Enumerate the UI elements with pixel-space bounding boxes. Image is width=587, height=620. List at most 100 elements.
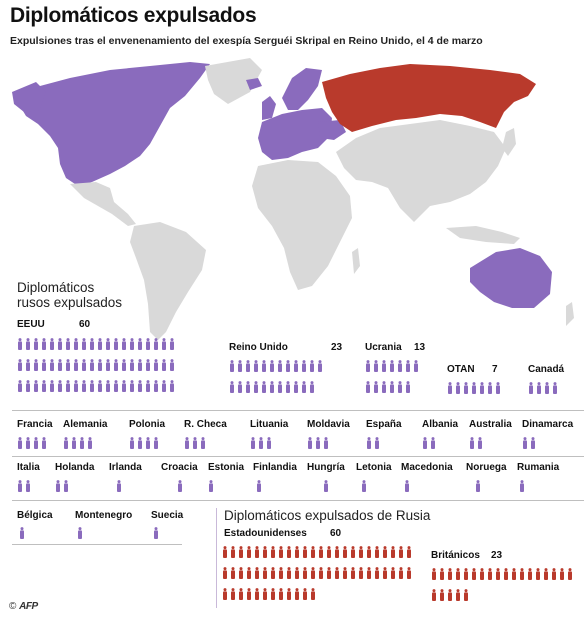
person-icon — [365, 360, 371, 372]
person-icon — [302, 546, 308, 558]
person-icon — [293, 360, 299, 372]
person-icon — [129, 380, 135, 392]
pictogram-row — [519, 480, 527, 492]
person-icon — [25, 338, 31, 350]
person-icon — [41, 437, 47, 449]
person-icon — [495, 568, 501, 580]
pictogram-row — [256, 480, 264, 492]
person-icon — [278, 546, 284, 558]
person-icon — [398, 567, 404, 579]
person-icon — [245, 360, 251, 372]
person-icon — [79, 437, 85, 449]
pictogram-row — [323, 480, 331, 492]
pictogram-row — [153, 527, 161, 539]
person-icon — [97, 338, 103, 350]
map-uk — [262, 96, 276, 120]
pictogram-row — [307, 437, 331, 449]
person-icon — [254, 546, 260, 558]
person-icon — [317, 360, 323, 372]
pictogram-row — [17, 437, 49, 449]
person-icon — [406, 546, 412, 558]
country-label: Croacia — [161, 462, 198, 473]
person-icon — [229, 360, 235, 372]
person-icon — [528, 382, 534, 394]
chart-subtitle: Expulsiones tras el envenenamiento del e… — [10, 35, 483, 47]
person-icon — [129, 359, 135, 371]
country-label: Francia — [17, 419, 53, 430]
person-icon — [374, 546, 380, 558]
person-icon — [269, 360, 275, 372]
pictogram-row — [361, 480, 369, 492]
expelled-label: Estadounidenses — [224, 528, 307, 539]
chart-title: Diplomáticos expulsados — [10, 4, 257, 27]
pictogram-row — [17, 480, 33, 492]
person-icon — [286, 567, 292, 579]
person-icon — [447, 568, 453, 580]
pictogram-row — [63, 437, 95, 449]
person-icon — [245, 381, 251, 393]
person-icon — [431, 589, 437, 601]
person-icon — [145, 359, 151, 371]
person-icon — [73, 359, 79, 371]
person-icon — [153, 338, 159, 350]
person-icon — [71, 437, 77, 449]
person-icon — [301, 360, 307, 372]
person-icon — [97, 359, 103, 371]
person-icon — [65, 338, 71, 350]
person-icon — [294, 567, 300, 579]
person-icon — [270, 546, 276, 558]
person-icon — [527, 568, 533, 580]
person-icon — [536, 382, 542, 394]
person-icon — [33, 359, 39, 371]
pictogram-row — [222, 546, 414, 558]
country-label: Rumania — [517, 462, 560, 473]
person-icon — [262, 567, 268, 579]
person-icon — [373, 381, 379, 393]
pictogram-row — [469, 437, 485, 449]
person-icon — [121, 359, 127, 371]
person-icon — [277, 360, 283, 372]
person-icon — [310, 567, 316, 579]
person-icon — [310, 546, 316, 558]
pictogram-row — [431, 589, 471, 601]
country-label: Montenegro — [75, 510, 133, 521]
pictogram-row — [229, 360, 325, 372]
person-icon — [97, 380, 103, 392]
country-label: EEUU — [17, 319, 45, 330]
person-icon — [551, 568, 557, 580]
person-icon — [487, 382, 493, 394]
person-icon — [137, 380, 143, 392]
person-icon — [405, 381, 411, 393]
person-icon — [398, 546, 404, 558]
pictogram-row — [229, 381, 317, 393]
person-icon — [285, 381, 291, 393]
person-icon — [25, 359, 31, 371]
person-icon — [358, 567, 364, 579]
map-south-america — [130, 222, 206, 340]
person-icon — [431, 568, 437, 580]
agency-logo: AFP — [19, 601, 38, 612]
pictogram-row — [55, 480, 71, 492]
person-icon — [519, 568, 525, 580]
person-icon — [25, 480, 31, 492]
pictogram-row — [208, 480, 216, 492]
person-icon — [463, 589, 469, 601]
person-icon — [116, 480, 122, 492]
person-icon — [49, 359, 55, 371]
person-icon — [129, 437, 135, 449]
country-label: Noruega — [466, 462, 507, 473]
person-icon — [326, 567, 332, 579]
person-icon — [254, 588, 260, 600]
person-icon — [286, 546, 292, 558]
pictogram-row — [17, 380, 177, 392]
panel-divider — [216, 508, 217, 608]
person-icon — [373, 360, 379, 372]
person-icon — [63, 480, 69, 492]
person-icon — [285, 360, 291, 372]
person-icon — [229, 381, 235, 393]
person-icon — [270, 567, 276, 579]
person-icon — [567, 568, 573, 580]
person-icon — [89, 359, 95, 371]
person-icon — [222, 588, 228, 600]
person-icon — [374, 567, 380, 579]
